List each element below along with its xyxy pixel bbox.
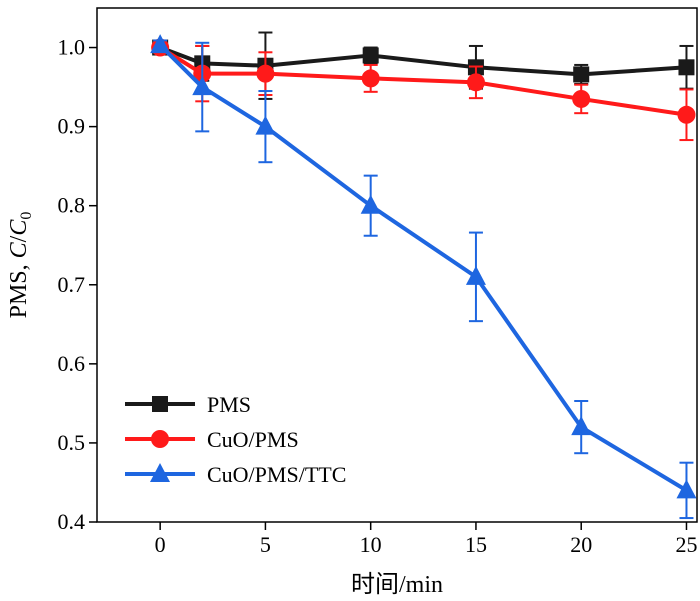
y-tick-label: 0.8 bbox=[58, 193, 86, 218]
x-tick-label: 25 bbox=[675, 532, 697, 557]
legend-marker bbox=[151, 430, 169, 448]
data-point bbox=[465, 265, 486, 285]
legend-label: CuO/PMS/TTC bbox=[207, 462, 346, 487]
y-tick-label: 0.9 bbox=[58, 114, 86, 139]
legend-label: CuO/PMS bbox=[207, 427, 299, 452]
legend-marker bbox=[150, 463, 170, 482]
data-point bbox=[677, 105, 696, 124]
series-cuo-pms-ttc bbox=[150, 34, 697, 520]
y-tick-label: 1.0 bbox=[58, 35, 86, 60]
plot-border bbox=[96, 7, 698, 523]
series-line bbox=[159, 45, 687, 77]
y-axis: 0.4 0.5 0.6 0.7 0.8 0.9 1.0 bbox=[58, 35, 97, 534]
data-point bbox=[150, 34, 171, 54]
data-point bbox=[256, 64, 275, 83]
y-tick-label: 0.5 bbox=[58, 430, 86, 455]
data-point bbox=[255, 115, 276, 135]
series-line bbox=[159, 45, 687, 117]
data-point bbox=[572, 89, 591, 108]
y-tick-label: 0.4 bbox=[58, 509, 86, 534]
x-axis: 0 5 10 15 20 25 bbox=[155, 522, 697, 557]
x-tick-label: 0 bbox=[155, 532, 166, 557]
series-layer bbox=[150, 31, 697, 520]
data-point bbox=[192, 76, 213, 96]
x-tick-label: 5 bbox=[260, 532, 271, 557]
x-tick-label: 10 bbox=[360, 532, 382, 557]
data-point bbox=[361, 69, 380, 88]
legend-marker bbox=[152, 396, 168, 412]
y-tick-label: 0.7 bbox=[58, 272, 86, 297]
data-point bbox=[676, 479, 697, 499]
data-point bbox=[678, 59, 695, 76]
plot-area bbox=[96, 7, 698, 523]
data-point bbox=[360, 194, 381, 214]
legend-item: PMS bbox=[125, 392, 251, 417]
data-point bbox=[466, 73, 485, 92]
legend: PMS CuO/PMS CuO/PMS/TTC bbox=[125, 392, 346, 487]
legend-item: CuO/PMS/TTC bbox=[125, 462, 346, 487]
y-axis-title: PMS, C/C0 bbox=[6, 212, 35, 319]
data-point bbox=[573, 66, 590, 83]
legend-label: PMS bbox=[207, 392, 251, 417]
data-point bbox=[362, 47, 379, 64]
series-pms bbox=[152, 31, 695, 100]
y-tick-label: 0.6 bbox=[58, 351, 86, 376]
series-line bbox=[158, 43, 688, 493]
data-point bbox=[571, 416, 592, 436]
legend-item: CuO/PMS bbox=[125, 427, 299, 452]
series-cuo-pms bbox=[151, 38, 696, 142]
x-tick-label: 20 bbox=[570, 532, 592, 557]
x-axis-title: 时间/min bbox=[351, 571, 443, 598]
x-tick-label: 15 bbox=[465, 532, 487, 557]
